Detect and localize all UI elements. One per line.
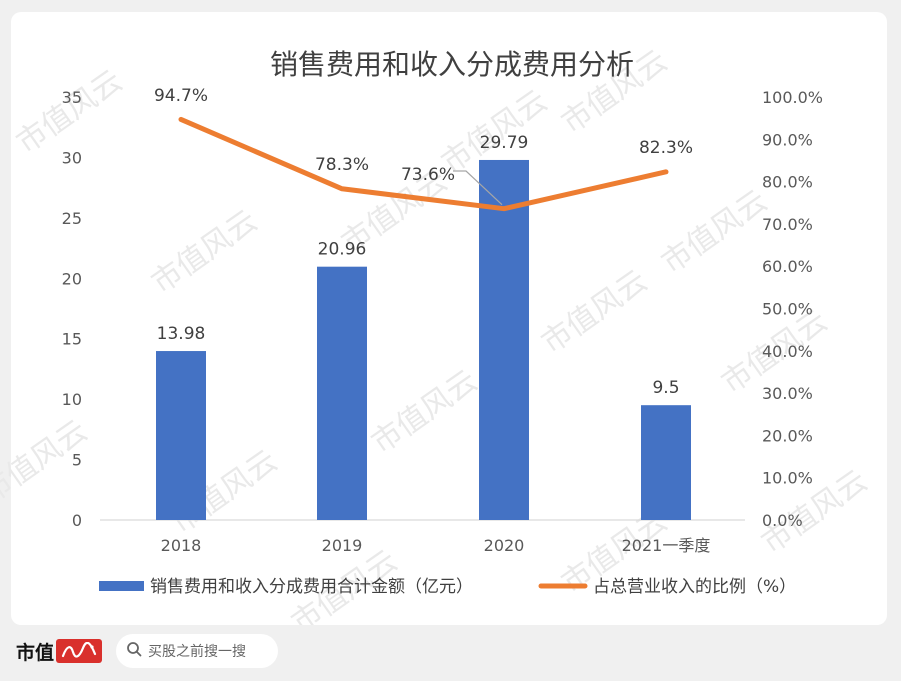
y-right-tick-label: 80.0% bbox=[762, 173, 813, 192]
bar bbox=[156, 351, 206, 520]
line-data-label: 78.3% bbox=[315, 155, 369, 175]
line-point bbox=[341, 188, 343, 190]
y-right-tick-label: 30.0% bbox=[762, 384, 813, 403]
search-placeholder: 买股之前搜一搜 bbox=[148, 644, 246, 660]
chart-title: 销售费用和收入分成费用分析 bbox=[270, 48, 634, 81]
bar bbox=[479, 159, 529, 521]
axes: 0 5 10 15 20 25 30 35 0.0% 10.0% 20.0% 30.0% 40.0% 50… bbox=[62, 88, 823, 555]
bar-data-label: 13.98 bbox=[157, 324, 206, 344]
bar-data-label: 9.5 bbox=[652, 378, 679, 398]
y-left-tick-label: 35 bbox=[62, 88, 82, 107]
watermark-text: 市值风云 bbox=[365, 363, 483, 460]
brand-name: 市值 bbox=[16, 641, 55, 664]
search-icon bbox=[126, 641, 142, 661]
search-box[interactable]: 买股之前搜一搜 bbox=[116, 634, 278, 668]
y-left-tick-label: 0 bbox=[72, 511, 82, 530]
y-right-tick-label: 10.0% bbox=[762, 469, 813, 488]
watermark-text: 市值风云 bbox=[535, 263, 653, 360]
y-left-tick-label: 30 bbox=[62, 148, 82, 167]
y-right-tick-label: 70.0% bbox=[762, 215, 813, 234]
x-tick-label: 2018 bbox=[161, 536, 202, 555]
line-point bbox=[180, 118, 182, 120]
line-point bbox=[665, 171, 667, 173]
y-left-tick-label: 10 bbox=[62, 390, 82, 409]
bar bbox=[317, 266, 367, 520]
legend-label-bar: 销售费用和收入分成费用合计金额（亿元） bbox=[150, 577, 473, 597]
y-left-tick-label: 20 bbox=[62, 269, 82, 288]
x-tick-label: 2019 bbox=[322, 536, 363, 555]
line-point bbox=[503, 208, 505, 210]
y-right-tick-label: 20.0% bbox=[762, 426, 813, 445]
y-left-tick-label: 25 bbox=[62, 209, 82, 228]
y-right-tick-label: 0.0% bbox=[762, 511, 803, 530]
legend-swatch-bar bbox=[99, 581, 144, 591]
legend-label-line: 占总营业收入的比例（%） bbox=[593, 577, 796, 597]
line-path bbox=[178, 116, 669, 212]
x-tick-label: 2021一季度 bbox=[622, 536, 711, 555]
y-left-tick-label: 15 bbox=[62, 330, 82, 349]
y-left-tick-label: 5 bbox=[72, 451, 82, 470]
chart-card bbox=[11, 12, 887, 625]
y-right-tick-label: 90.0% bbox=[762, 130, 813, 149]
y-right-tick-label: 100.0% bbox=[762, 88, 823, 107]
bar bbox=[641, 405, 691, 520]
leader-line bbox=[453, 170, 503, 206]
brand-mark-icon bbox=[56, 639, 103, 663]
watermark-text: 市值风云 bbox=[145, 203, 263, 300]
brand-logo[interactable]: 市值 bbox=[16, 637, 103, 665]
y-right-tick-label: 60.0% bbox=[762, 257, 813, 276]
y-right-tick-label: 40.0% bbox=[762, 342, 813, 361]
line-data-label: 73.6% bbox=[401, 165, 455, 185]
bar-data-label: 29.79 bbox=[480, 133, 529, 153]
bottom-bar: 市值 买股之前搜一搜 bbox=[0, 625, 901, 681]
legend: 销售费用和收入分成费用合计金额（亿元） 占总营业收入的比例（%） bbox=[99, 577, 796, 597]
bar-series: 13.98 20.96 29.79 9.5 bbox=[156, 133, 691, 521]
line-series: 94.7% 78.3% 73.6% 82.3% bbox=[154, 86, 693, 212]
line-data-label: 82.3% bbox=[639, 138, 693, 158]
watermark-text: 市值风云 bbox=[10, 63, 128, 160]
watermark-text: 市值风云 bbox=[655, 183, 773, 280]
x-tick-label: 2020 bbox=[484, 536, 525, 555]
y-right-tick-label: 50.0% bbox=[762, 300, 813, 319]
line-data-label: 94.7% bbox=[154, 86, 208, 106]
bar-data-label: 20.96 bbox=[318, 240, 367, 260]
